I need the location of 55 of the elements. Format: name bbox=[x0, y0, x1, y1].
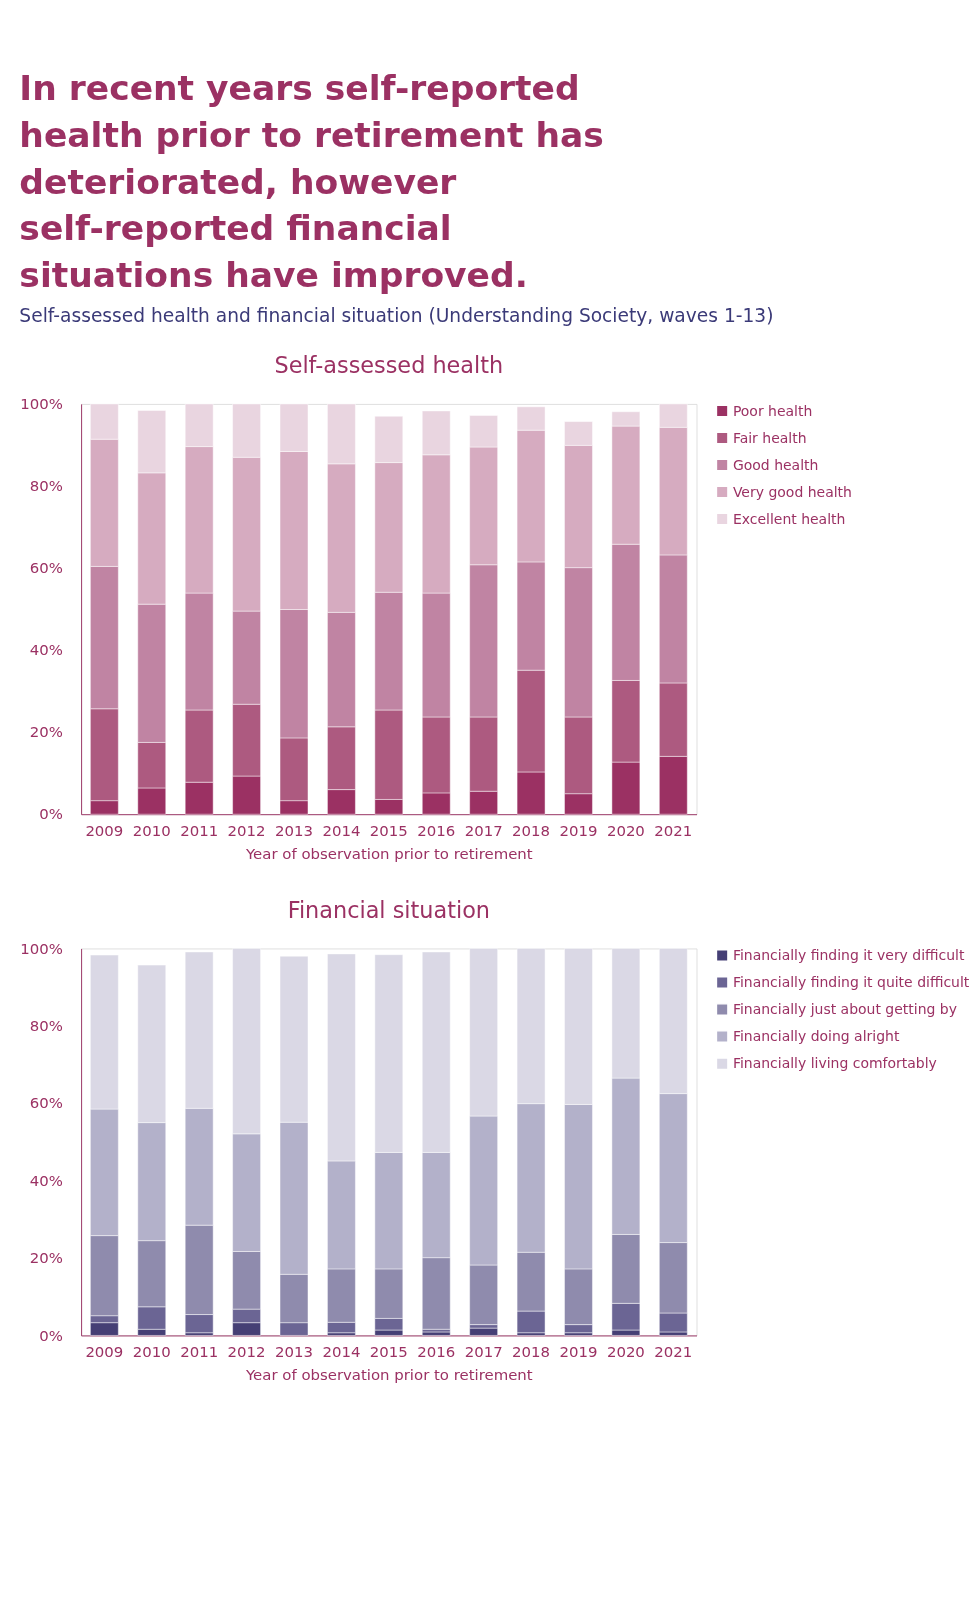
y-tick-label: 100% bbox=[20, 939, 63, 958]
x-tick-label: 2013 bbox=[275, 822, 313, 841]
y-tick-label: 40% bbox=[29, 1171, 63, 1190]
x-tick-label: 2012 bbox=[227, 822, 266, 841]
x-tick-label: 2010 bbox=[132, 1343, 171, 1362]
legend-label: Good health bbox=[732, 456, 819, 473]
legend-label: Excellent health bbox=[732, 510, 846, 527]
legend-label: Financially finding it quite difficult bbox=[732, 974, 970, 991]
y-tick-label: 80% bbox=[29, 477, 63, 496]
x-tick-label: 2017 bbox=[464, 822, 503, 841]
y-tick-label: 20% bbox=[29, 1249, 63, 1268]
text: Self-assessed health and financial situation (Understanding Society, waves 1-13) bbox=[19, 305, 774, 327]
y-tick-label: 60% bbox=[29, 559, 63, 578]
x-tick-label: 2013 bbox=[275, 1343, 313, 1362]
x-tick-label: 2018 bbox=[512, 1343, 551, 1362]
y-tick-label: 100% bbox=[20, 395, 63, 414]
y-tick-label: 20% bbox=[29, 723, 63, 742]
x-tick-label: 2017 bbox=[464, 1343, 503, 1362]
chart-title: Self-assessed health bbox=[274, 352, 504, 379]
y-tick-label: 40% bbox=[29, 641, 63, 660]
x-tick-label: 2012 bbox=[227, 1343, 266, 1362]
chart-title: Financial situation bbox=[287, 896, 491, 923]
legend-label: Financially living comfortably bbox=[732, 1055, 937, 1072]
x-tick-label: 2021 bbox=[654, 822, 693, 841]
y-tick-label: 80% bbox=[29, 1017, 63, 1035]
legend-label: Fair health bbox=[732, 429, 807, 446]
x-tick-label: 2014 bbox=[322, 1343, 361, 1362]
x-tick-label: 2011 bbox=[180, 1343, 219, 1362]
x-tick-label: 2009 bbox=[85, 1343, 124, 1362]
y-tick-label: 0% bbox=[39, 1326, 63, 1345]
x-tick-label: 2016 bbox=[417, 822, 456, 841]
x-tick-label: 2020 bbox=[606, 1343, 645, 1362]
legend-label: Very good health bbox=[732, 483, 852, 500]
x-tick-label: 2014 bbox=[322, 822, 361, 841]
x-axis-title: Year of observation prior to retirement bbox=[244, 844, 533, 863]
legend-label: Financially finding it very difficult bbox=[732, 947, 965, 964]
x-tick-label: 2016 bbox=[417, 1343, 456, 1362]
legend-label: Poor health bbox=[732, 402, 813, 419]
x-tick-label: 2009 bbox=[85, 822, 124, 841]
x-tick-label: 2010 bbox=[132, 822, 171, 841]
y-tick-label: 60% bbox=[29, 1094, 63, 1113]
text: In recent years self-reported health prior to retirement has deteriorated, however self-reported financial situations have improved. bbox=[19, 68, 604, 295]
x-axis-title: Year of observation prior to retirement bbox=[244, 1365, 533, 1384]
x-tick-label: 2015 bbox=[369, 822, 408, 841]
x-tick-label: 2019 bbox=[559, 1343, 598, 1362]
x-tick-label: 2011 bbox=[180, 822, 219, 841]
x-tick-label: 2015 bbox=[369, 1343, 408, 1362]
bar bbox=[469, 1327, 498, 1336]
y-tick-label: 0% bbox=[39, 805, 63, 824]
x-tick-label: 2018 bbox=[512, 822, 551, 841]
x-tick-label: 2021 bbox=[654, 1343, 693, 1362]
x-tick-label: 2019 bbox=[559, 822, 598, 841]
legend-label: Financially doing alright bbox=[732, 1028, 900, 1045]
x-tick-label: 2020 bbox=[606, 822, 645, 841]
legend-label: Financially just about getting by bbox=[732, 1001, 957, 1018]
